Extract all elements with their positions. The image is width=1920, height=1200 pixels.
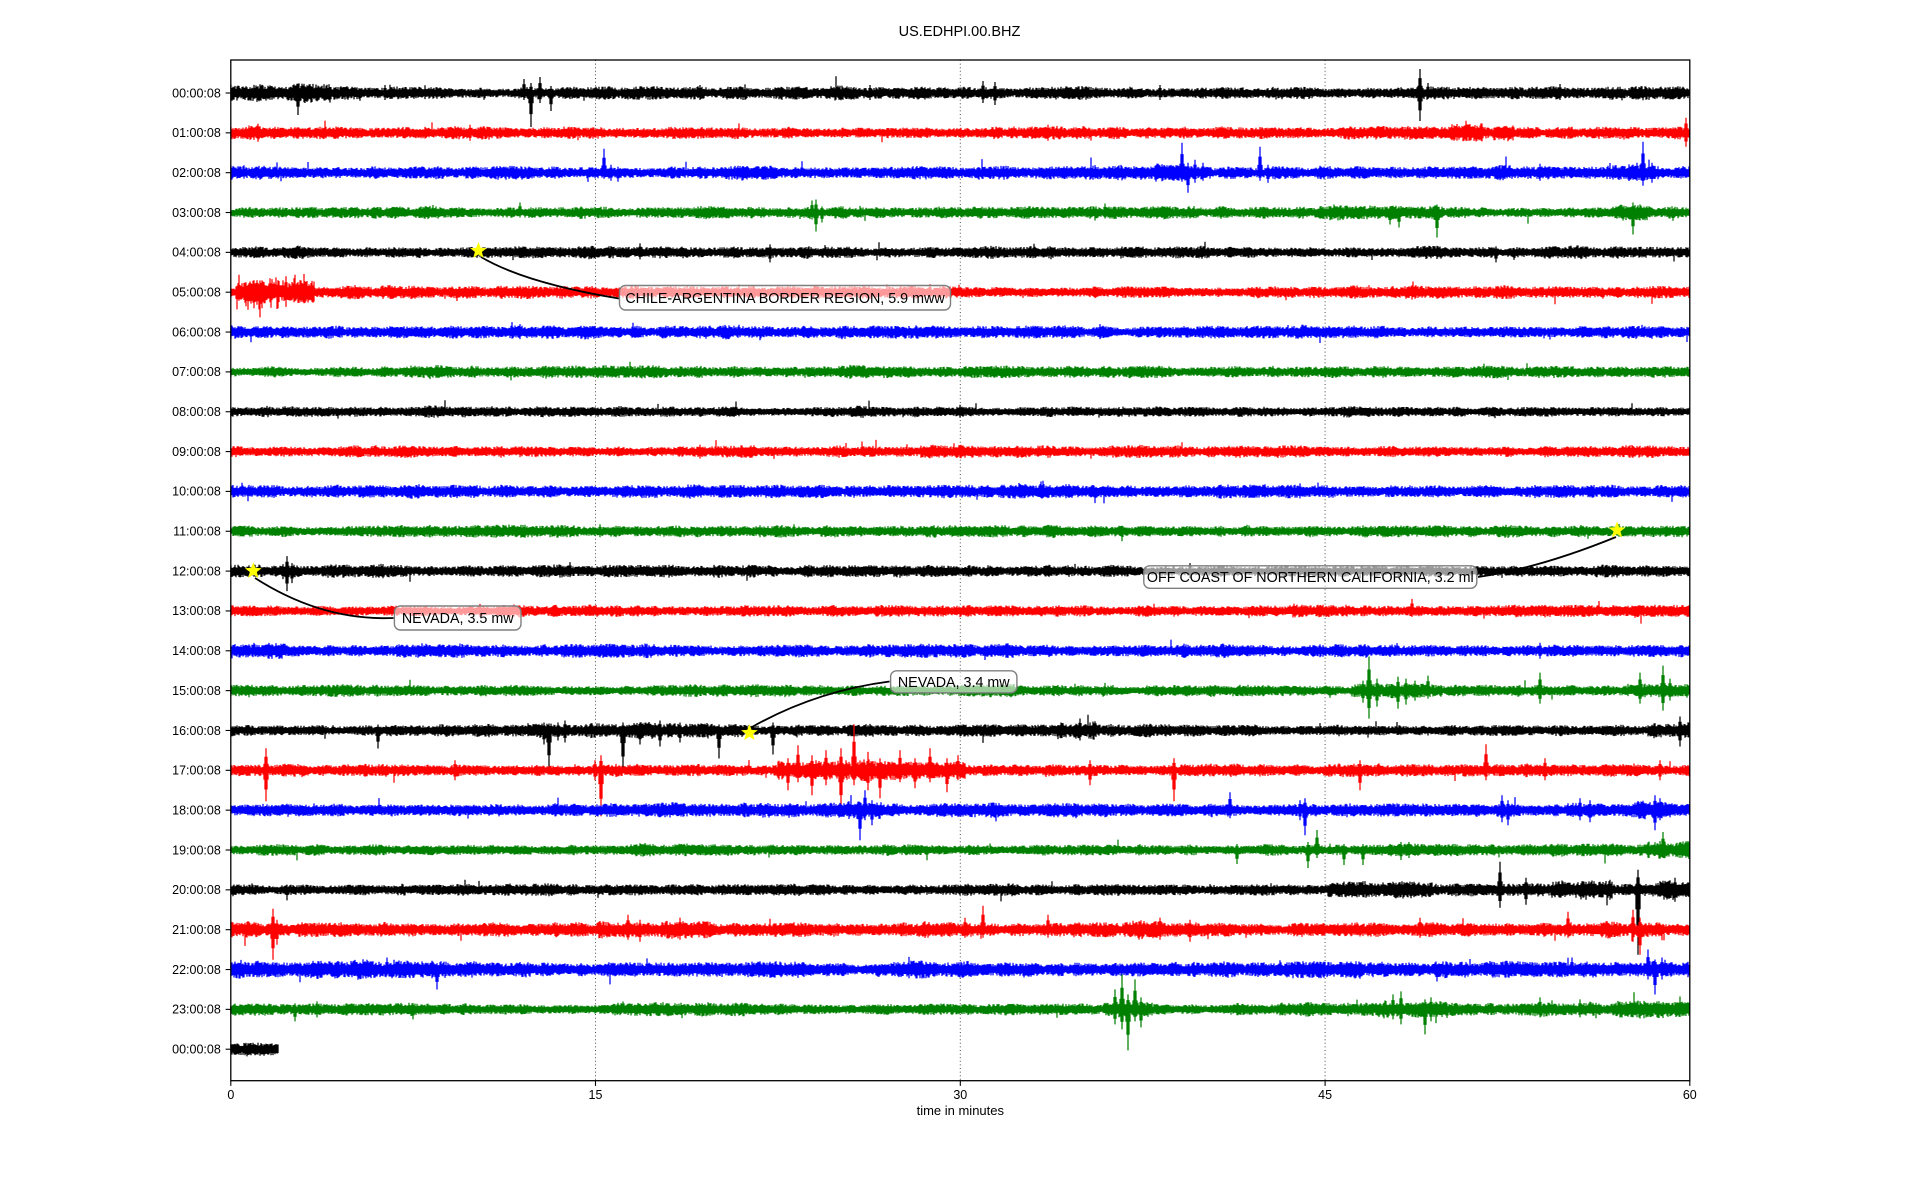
svg-text:22:00:08: 22:00:08: [172, 963, 221, 977]
svg-text:OFF COAST OF NORTHERN CALIFORN: OFF COAST OF NORTHERN CALIFORNIA, 3.2 ml: [1147, 570, 1474, 586]
svg-text:18:00:08: 18:00:08: [172, 803, 221, 817]
svg-text:13:00:08: 13:00:08: [172, 604, 221, 618]
svg-text:NEVADA, 3.5 mw: NEVADA, 3.5 mw: [402, 611, 514, 627]
svg-text:09:00:08: 09:00:08: [172, 445, 221, 459]
svg-text:05:00:08: 05:00:08: [172, 286, 221, 300]
svg-text:16:00:08: 16:00:08: [172, 724, 221, 738]
svg-text:30: 30: [953, 1088, 967, 1102]
svg-text:11:00:08: 11:00:08: [173, 525, 221, 539]
svg-text:14:00:08: 14:00:08: [172, 644, 221, 658]
svg-text:NEVADA, 3.4 mw: NEVADA, 3.4 mw: [898, 675, 1010, 691]
svg-text:10:00:08: 10:00:08: [172, 485, 221, 499]
svg-text:17:00:08: 17:00:08: [172, 764, 221, 778]
svg-text:23:00:08: 23:00:08: [172, 1003, 221, 1017]
svg-text:19:00:08: 19:00:08: [172, 843, 221, 857]
svg-text:0: 0: [227, 1088, 234, 1102]
svg-text:time in minutes: time in minutes: [917, 1103, 1005, 1118]
svg-text:45: 45: [1318, 1088, 1332, 1102]
svg-text:00:00:08: 00:00:08: [172, 86, 221, 100]
svg-text:US.EDHPI.00.BHZ: US.EDHPI.00.BHZ: [899, 24, 1021, 40]
svg-text:00:00:08: 00:00:08: [172, 1043, 221, 1057]
svg-text:20:00:08: 20:00:08: [172, 883, 221, 897]
svg-text:02:00:08: 02:00:08: [172, 166, 221, 180]
svg-text:07:00:08: 07:00:08: [172, 365, 221, 379]
svg-text:15: 15: [589, 1088, 603, 1102]
svg-text:60: 60: [1683, 1088, 1697, 1102]
svg-text:12:00:08: 12:00:08: [172, 564, 221, 578]
svg-text:CHILE-ARGENTINA BORDER REGION,: CHILE-ARGENTINA BORDER REGION, 5.9 mww: [625, 291, 945, 307]
svg-text:06:00:08: 06:00:08: [172, 325, 221, 339]
svg-text:01:00:08: 01:00:08: [172, 126, 221, 140]
svg-text:15:00:08: 15:00:08: [172, 684, 221, 698]
svg-text:03:00:08: 03:00:08: [172, 206, 221, 220]
svg-text:21:00:08: 21:00:08: [172, 923, 221, 937]
svg-text:04:00:08: 04:00:08: [172, 246, 221, 260]
svg-text:08:00:08: 08:00:08: [172, 405, 221, 419]
